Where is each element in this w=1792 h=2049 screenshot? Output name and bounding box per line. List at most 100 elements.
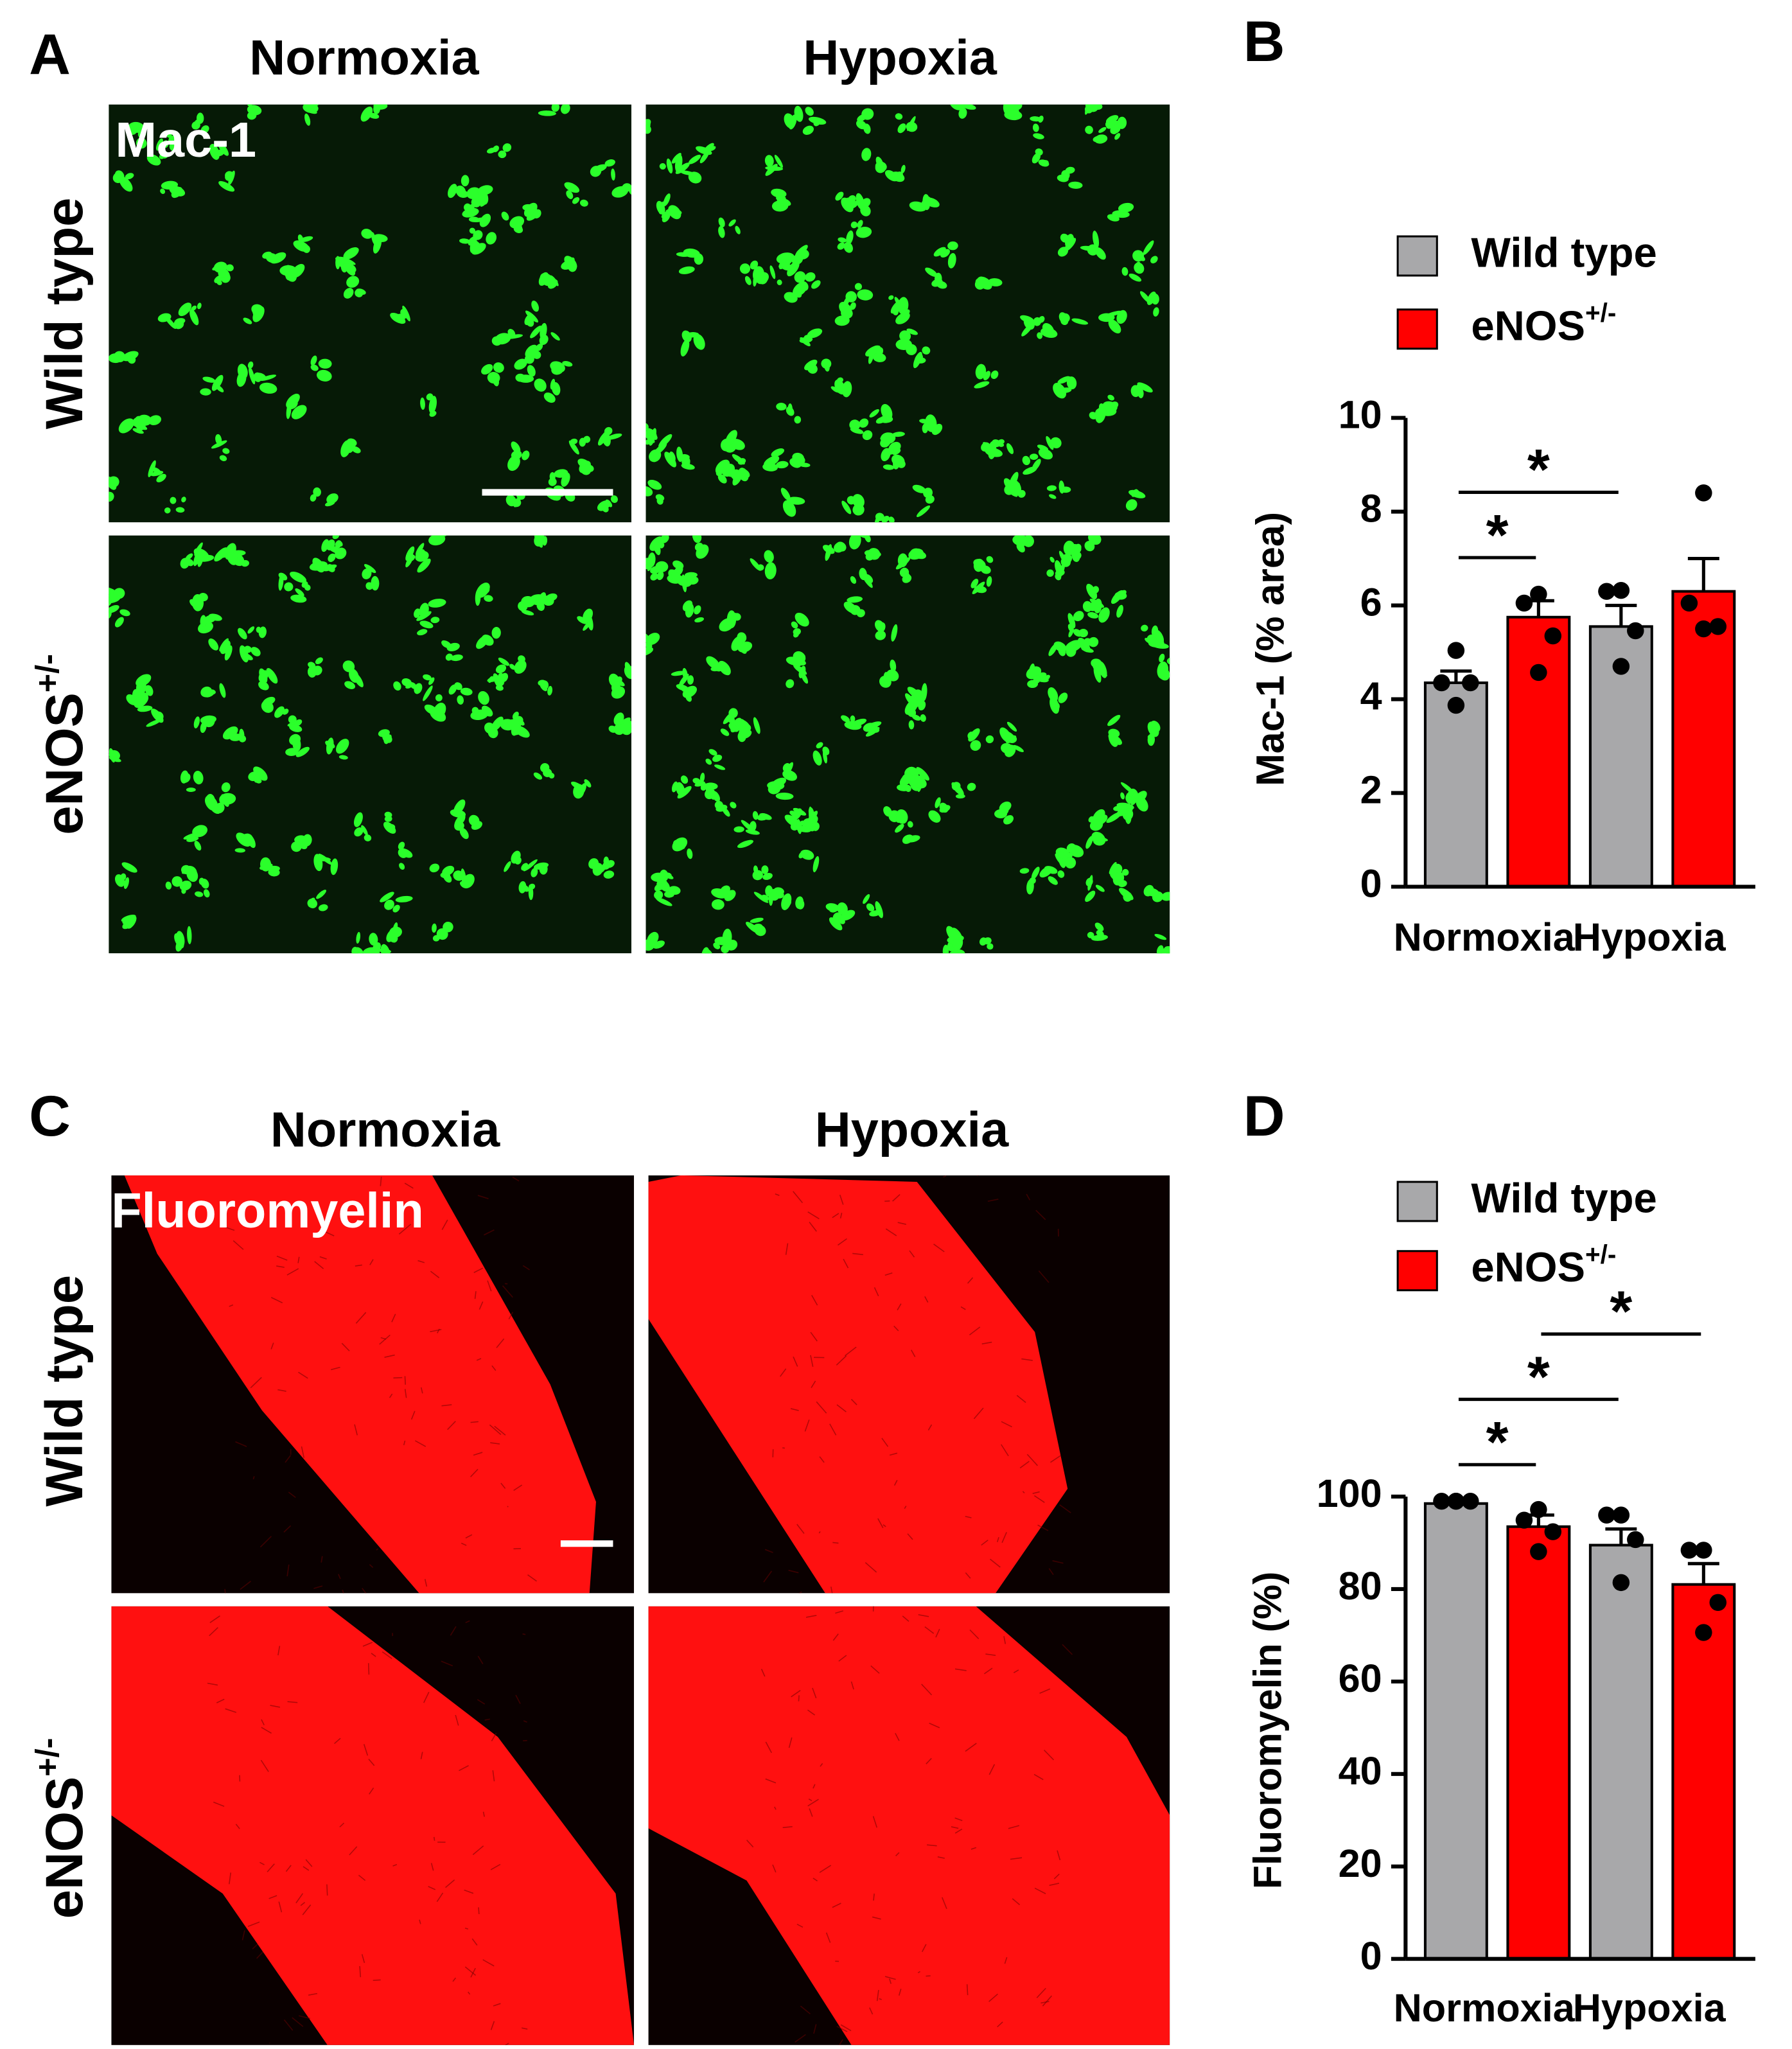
fiber-texture xyxy=(1016,1394,1026,1403)
data-point xyxy=(1433,674,1450,692)
microglia xyxy=(414,608,421,618)
fiber-texture xyxy=(278,1901,283,1913)
fiber-texture xyxy=(836,2026,848,2032)
data-point xyxy=(1680,1542,1698,1559)
fiber-texture xyxy=(1001,1532,1007,1543)
microglia xyxy=(351,947,359,954)
microglia xyxy=(646,647,654,656)
microglia xyxy=(935,797,941,809)
data-point xyxy=(1612,658,1630,675)
microglia xyxy=(531,300,539,312)
microglia xyxy=(180,558,189,569)
microglia xyxy=(583,608,593,622)
microglia xyxy=(967,782,976,791)
fiber-texture xyxy=(813,1878,818,1882)
microglia xyxy=(1108,734,1122,745)
fiber-texture xyxy=(277,1646,281,1656)
microglia xyxy=(1129,273,1142,282)
microglia xyxy=(1098,403,1107,416)
fiber-texture xyxy=(270,1705,281,1708)
microglia xyxy=(1121,267,1129,276)
microglia xyxy=(881,403,893,420)
microglia xyxy=(1049,494,1057,499)
microglia xyxy=(646,558,653,567)
microglia xyxy=(360,106,373,122)
microglia xyxy=(1032,459,1041,471)
fiber-texture xyxy=(441,1660,453,1667)
microglia xyxy=(884,170,899,182)
fiber-texture xyxy=(926,1757,932,1764)
microglia xyxy=(962,104,976,110)
microglia xyxy=(796,819,802,834)
fiber-texture xyxy=(967,1277,974,1284)
microglia xyxy=(197,303,202,310)
microglia xyxy=(1113,805,1122,811)
microglia xyxy=(1119,206,1126,211)
microglia xyxy=(521,595,535,608)
microglia xyxy=(953,936,963,951)
microglia xyxy=(925,267,938,277)
error-bar xyxy=(1687,1561,1719,1585)
microglia xyxy=(567,261,577,272)
micrograph xyxy=(648,1606,1170,2045)
fiber-texture xyxy=(235,1441,247,1447)
micrograph xyxy=(646,104,1170,523)
fiber-texture xyxy=(966,1984,969,1996)
fiber-texture xyxy=(1010,1857,1023,1860)
data-point xyxy=(1544,1523,1562,1540)
fiber-texture xyxy=(907,1533,913,1540)
fiber-texture xyxy=(313,1585,323,1589)
microglia xyxy=(218,269,227,278)
fiber-texture xyxy=(507,1506,509,1508)
microglia xyxy=(326,564,335,572)
microglia xyxy=(906,344,917,355)
column-header: Normoxia xyxy=(249,30,479,85)
row-label-main: Wild type xyxy=(35,1275,93,1507)
microglia xyxy=(1085,836,1093,849)
microglia xyxy=(883,464,895,470)
microglia xyxy=(389,933,398,943)
fiber-texture xyxy=(512,1176,520,1182)
microglia xyxy=(846,230,854,245)
fiber-texture xyxy=(835,1610,844,1614)
microglia xyxy=(282,708,289,715)
panel-letter: D xyxy=(1243,1084,1285,1148)
microglia xyxy=(508,719,520,732)
microglia xyxy=(514,358,527,370)
significance-label: * xyxy=(1527,437,1550,502)
microglia xyxy=(527,365,536,377)
microglia xyxy=(307,898,318,909)
microglia xyxy=(498,657,510,666)
microglia xyxy=(711,899,725,910)
microglia xyxy=(893,457,900,470)
microglia xyxy=(836,541,847,552)
fiber-texture xyxy=(522,2027,528,2030)
microglia xyxy=(1019,868,1030,874)
microglia xyxy=(1150,721,1161,732)
fiber-texture xyxy=(452,1977,457,1982)
microglia xyxy=(752,811,759,820)
fiber-texture xyxy=(464,1966,477,1976)
microglia xyxy=(469,227,476,234)
data-point xyxy=(1462,1492,1479,1510)
microglia xyxy=(653,940,665,949)
microglia xyxy=(332,535,340,540)
microglia xyxy=(920,714,926,722)
microglia xyxy=(1085,877,1093,886)
fiber-texture xyxy=(461,1542,467,1546)
microglia xyxy=(681,455,690,467)
microglia xyxy=(849,419,861,430)
microglia xyxy=(795,896,804,910)
microglia xyxy=(200,686,213,698)
microglia xyxy=(562,361,573,367)
microglia xyxy=(432,923,437,933)
micrograph xyxy=(109,104,632,523)
fiber-texture xyxy=(229,1304,234,1307)
legend-label-sup: +/- xyxy=(1585,1239,1616,1269)
fiber-texture xyxy=(798,1695,800,1702)
microglia xyxy=(761,865,769,874)
microglia xyxy=(708,749,717,756)
microglia xyxy=(604,159,615,167)
microglia xyxy=(802,125,814,135)
microglia xyxy=(728,219,736,227)
